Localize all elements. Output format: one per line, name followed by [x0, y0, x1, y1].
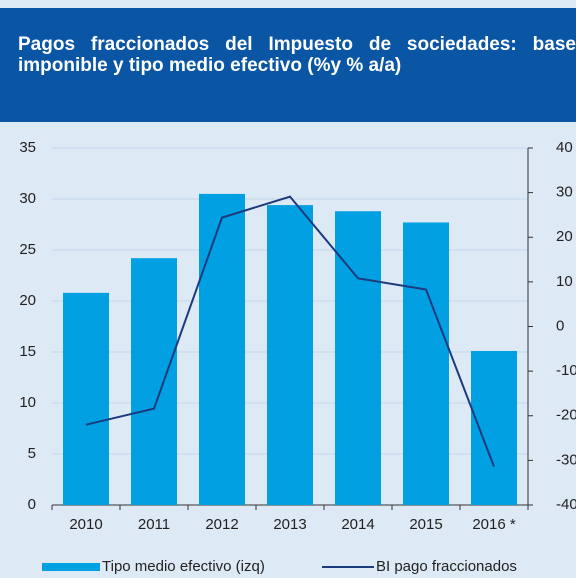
y2-tick-label: 30	[556, 184, 573, 201]
bar	[131, 258, 177, 505]
y-tick-label: 15	[19, 343, 36, 360]
y2-tick-label: 20	[556, 228, 573, 245]
x-tick-label: 2010	[69, 516, 102, 533]
y-tick-label: 20	[19, 292, 36, 309]
legend-label: BI pago fraccionados	[376, 558, 517, 575]
y-tick-label: 5	[28, 445, 36, 462]
chart-title: Pagos fraccionados del Impuesto de socie…	[18, 34, 576, 76]
x-tick-label: 2015	[409, 516, 442, 533]
bar	[267, 205, 313, 505]
y2-tick-label: 40	[556, 139, 573, 156]
x-tick-label: 2014	[341, 516, 374, 533]
y-tick-label: 30	[19, 190, 36, 207]
legend-label: Tipo medio efectivo (izq)	[102, 558, 265, 575]
x-tick-label: 2011	[138, 516, 170, 533]
y-tick-label: 25	[19, 241, 36, 258]
y-tick-label: 10	[19, 394, 36, 411]
bar	[471, 350, 517, 505]
legend-swatch	[42, 563, 100, 571]
bar	[335, 211, 381, 506]
y2-tick-label: -20	[556, 407, 576, 424]
bar	[403, 222, 449, 505]
bar	[199, 193, 245, 505]
y-tick-label: 0	[28, 496, 36, 513]
y-tick-label: 35	[19, 139, 36, 156]
x-tick-label: 2016 *	[472, 516, 516, 533]
y2-tick-label: -30	[556, 451, 576, 468]
line	[85, 195, 495, 467]
header: Pagos fraccionados del Impuesto de socie…	[0, 8, 576, 122]
x-tick-label: 2013	[273, 516, 306, 533]
x-tick-label: 2012	[205, 516, 238, 533]
y2-tick-label: 0	[556, 317, 564, 334]
y2-tick-label: -10	[556, 362, 576, 379]
y2-tick-label: 10	[556, 273, 573, 290]
bar	[63, 292, 109, 505]
y2-tick-label: -40	[556, 496, 576, 513]
